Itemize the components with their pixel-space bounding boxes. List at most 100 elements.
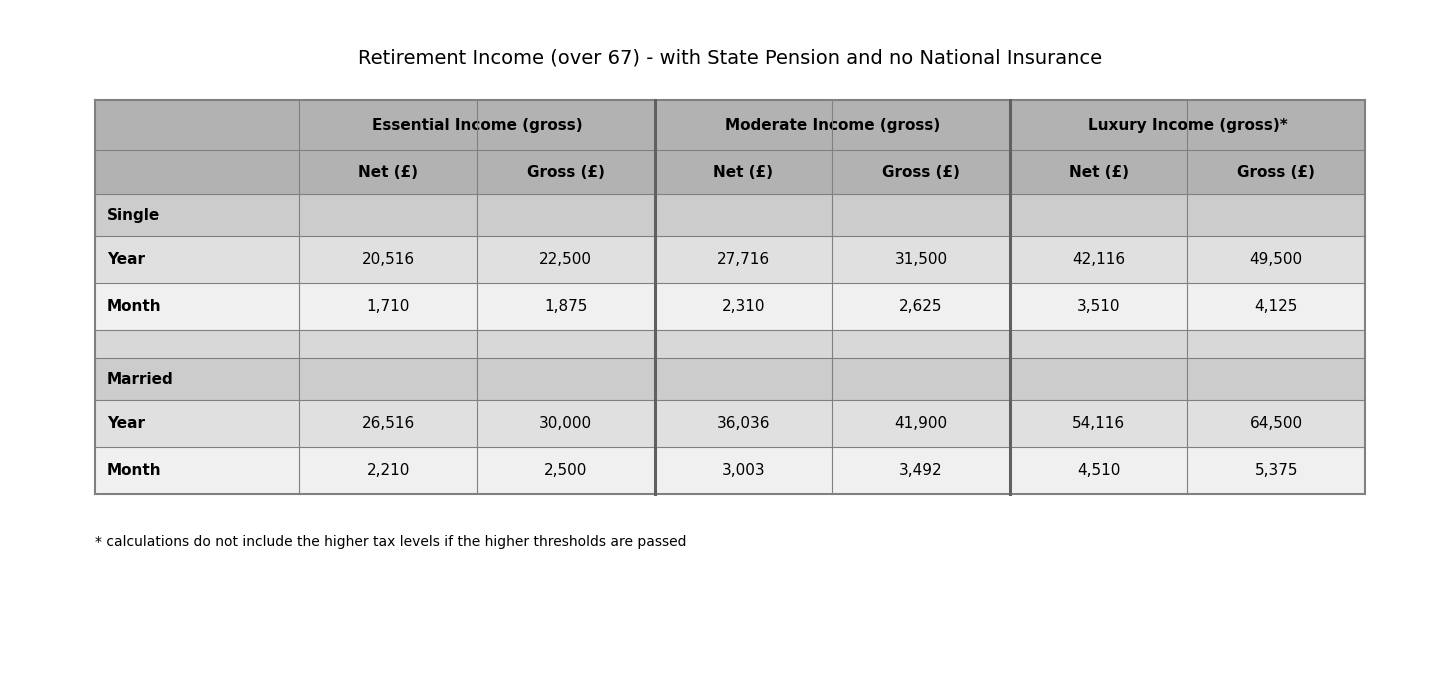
Bar (1010, 100, 1364, 150)
Text: 3,492: 3,492 (900, 463, 942, 478)
Bar (1188, 194, 1364, 236)
Bar (833, 194, 1010, 236)
Bar (300, 400, 478, 447)
Text: 49,500: 49,500 (1249, 252, 1303, 267)
Bar (1010, 330, 1188, 358)
Text: 4,510: 4,510 (1077, 463, 1120, 478)
Text: 2,310: 2,310 (722, 299, 764, 314)
Text: Year: Year (106, 416, 146, 431)
Text: Month: Month (106, 299, 162, 314)
Bar (1010, 358, 1188, 400)
Bar (95, 400, 300, 447)
Text: Luxury Income (gross)*: Luxury Income (gross)* (1088, 117, 1287, 133)
Text: Month: Month (106, 463, 162, 478)
Bar (833, 150, 1010, 194)
Text: 2,210: 2,210 (367, 463, 409, 478)
Text: 3,003: 3,003 (722, 463, 766, 478)
Bar (478, 283, 655, 330)
Text: 1,875: 1,875 (545, 299, 587, 314)
Bar (655, 100, 1010, 150)
Bar (95, 150, 300, 194)
Bar (1188, 236, 1364, 283)
Text: 64,500: 64,500 (1249, 416, 1303, 431)
Text: Single: Single (106, 208, 160, 223)
Bar (655, 330, 833, 358)
Bar (1010, 447, 1188, 494)
Bar (655, 150, 833, 194)
Bar (655, 283, 833, 330)
Bar (300, 100, 655, 150)
Bar (300, 236, 478, 283)
Text: Net (£): Net (£) (713, 164, 773, 180)
Bar (478, 330, 655, 358)
Text: 22,500: 22,500 (539, 252, 593, 267)
Bar (833, 283, 1010, 330)
Text: Net (£): Net (£) (1069, 164, 1128, 180)
Bar (300, 358, 478, 400)
Text: 36,036: 36,036 (716, 416, 770, 431)
Text: Gross (£): Gross (£) (527, 164, 604, 180)
Bar (95, 194, 300, 236)
Text: 2,625: 2,625 (900, 299, 942, 314)
Bar (655, 194, 833, 236)
Bar (1010, 150, 1188, 194)
Bar (833, 330, 1010, 358)
Bar (95, 330, 300, 358)
Text: Net (£): Net (£) (358, 164, 418, 180)
Bar (95, 358, 300, 400)
Text: 26,516: 26,516 (361, 416, 415, 431)
Bar (655, 447, 833, 494)
Text: 42,116: 42,116 (1072, 252, 1125, 267)
Bar (1188, 150, 1364, 194)
Bar (1010, 283, 1188, 330)
Bar (478, 400, 655, 447)
Text: 41,900: 41,900 (894, 416, 948, 431)
Text: 5,375: 5,375 (1255, 463, 1297, 478)
Text: Year: Year (106, 252, 146, 267)
Bar (1010, 400, 1188, 447)
Text: Moderate Income (gross): Moderate Income (gross) (725, 117, 939, 133)
Text: Retirement Income (over 67) - with State Pension and no National Insurance: Retirement Income (over 67) - with State… (358, 49, 1102, 67)
Bar (95, 283, 300, 330)
Text: 1,710: 1,710 (367, 299, 409, 314)
Bar (478, 150, 655, 194)
Bar (95, 236, 300, 283)
Bar (1188, 447, 1364, 494)
Bar (478, 358, 655, 400)
Bar (300, 150, 478, 194)
Text: 4,125: 4,125 (1255, 299, 1297, 314)
Text: 27,716: 27,716 (716, 252, 770, 267)
Text: 3,510: 3,510 (1077, 299, 1120, 314)
Text: Gross (£): Gross (£) (882, 164, 960, 180)
Bar (1010, 236, 1188, 283)
Bar (300, 194, 478, 236)
Bar (655, 400, 833, 447)
Text: Married: Married (106, 371, 173, 387)
Bar (655, 236, 833, 283)
Bar (655, 358, 833, 400)
Bar (833, 358, 1010, 400)
Bar (833, 447, 1010, 494)
Bar (833, 236, 1010, 283)
Bar (1188, 283, 1364, 330)
Bar (95, 100, 300, 150)
Text: Gross (£): Gross (£) (1238, 164, 1315, 180)
Text: 31,500: 31,500 (894, 252, 948, 267)
Bar (1188, 358, 1364, 400)
Bar (833, 400, 1010, 447)
Text: * calculations do not include the higher tax levels if the higher thresholds are: * calculations do not include the higher… (95, 535, 686, 549)
Bar (300, 330, 478, 358)
Bar (478, 194, 655, 236)
Bar (1010, 194, 1188, 236)
Text: 2,500: 2,500 (545, 463, 587, 478)
Bar (478, 236, 655, 283)
Bar (300, 283, 478, 330)
Bar (95, 447, 300, 494)
Bar (300, 447, 478, 494)
Text: 20,516: 20,516 (361, 252, 415, 267)
Text: 30,000: 30,000 (539, 416, 593, 431)
Bar (1188, 330, 1364, 358)
Bar (478, 447, 655, 494)
Bar (1188, 400, 1364, 447)
Text: Essential Income (gross): Essential Income (gross) (371, 117, 582, 133)
